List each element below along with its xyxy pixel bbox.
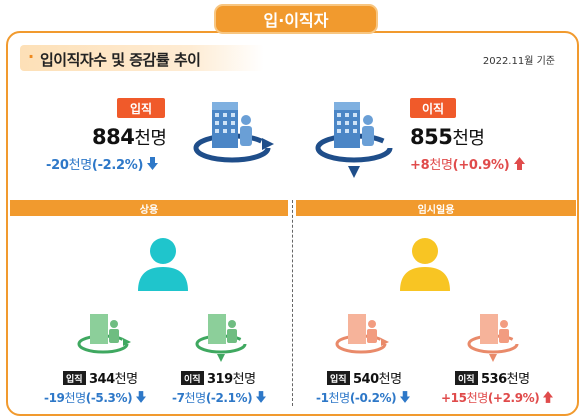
date-note: 2022.11월 기준 [482,56,555,67]
building-worker-hire-icon [193,102,274,163]
total-sep-unit: 천명 [452,128,485,149]
temp-section-bar: 임시일용 [296,200,576,216]
total-sep-change-value: +8 [410,158,430,173]
temp-hire-badge: 입직 [327,371,350,385]
regular-hire-badge: 입직 [63,371,86,385]
temp-sep-badge: 이직 [455,371,478,385]
down-arrow-icon [135,391,146,403]
temp-sep-change-value: +15 [441,391,467,405]
regular-person-icon [138,238,188,291]
total-sep-badge: 이직 [410,98,456,118]
up-arrow-icon [513,157,525,170]
temp-hire-unit: 천명 [378,372,402,387]
regular-sep-badge: 이직 [181,371,204,385]
regular-sep-pct: (-2.1%) [205,391,253,405]
total-sep-number: 855천명 [410,124,485,150]
total-sep-pct: (+0.9%) [452,158,510,173]
building-worker-sep-icon [315,102,393,178]
regular-hire-unit: 천명 [114,372,138,387]
regular-hire-building-icon [77,314,131,354]
temp-sep-building-icon [467,314,519,362]
header-tab: 입·이직자 [214,4,378,34]
temp-sep-change-unit: 천명 [466,391,489,405]
regular-hire-value: 344 [89,372,115,387]
regular-sep-unit: 천명 [232,372,256,387]
section-divider [292,200,293,406]
total-hire-badge: 입직 [117,98,165,118]
up-arrow-icon [543,391,554,403]
regular-section-bar: 상용 [10,200,288,216]
total-hire-number: 884천명 [92,124,167,150]
temp-hire-change-unit: 천명 [328,391,351,405]
down-arrow-icon [256,391,267,403]
regular-hire-change: -19천명(-5.3%) [44,389,146,406]
total-hire-value: 884 [92,125,135,149]
temp-hire-change-value: -1 [316,391,329,405]
regular-sep-change-value: -7 [172,391,185,405]
regular-sep-change-unit: 천명 [184,391,207,405]
total-hire-change: -20천명(-2.2%) [46,154,159,173]
regular-sep-number: 319천명 [207,368,256,387]
total-hire-unit: 천명 [134,128,167,149]
temp-hire-change: -1천명(-0.2%) [316,389,411,406]
temp-person-icon [400,238,450,291]
down-arrow-icon [400,391,411,403]
bullet-dot: · [28,47,35,66]
section-title-bar [20,45,264,71]
temp-hire-number: 540천명 [353,368,402,387]
regular-hire-number: 344천명 [89,368,138,387]
regular-sep-value: 319 [207,372,233,387]
total-sep-value: 855 [410,125,453,149]
total-hire-pct: (-2.2%) [91,158,144,173]
regular-hire-change-value: -19 [44,391,65,405]
temp-sep-pct: (+2.9%) [487,391,540,405]
temp-sep-number: 536천명 [481,368,530,387]
temp-sep-change: +15천명(+2.9%) [441,389,554,406]
total-sep-change-unit: 천명 [429,158,453,173]
regular-sep-building-icon [195,314,247,362]
down-arrow-icon [147,157,159,170]
temp-sep-unit: 천명 [506,372,530,387]
regular-hire-change-unit: 천명 [64,391,86,405]
section-title: 입이직자수 및 증감률 추이 [40,51,201,69]
regular-hire-pct: (-5.3%) [85,391,133,405]
total-sep-change: +8천명(+0.9%) [410,154,525,173]
regular-sep-change: -7천명(-2.1%) [172,389,267,406]
temp-hire-pct: (-0.2%) [349,391,397,405]
total-hire-change-unit: 천명 [68,158,93,173]
temp-hire-value: 540 [353,372,379,387]
total-hire-change-value: -20 [46,158,69,173]
temp-sep-value: 536 [481,372,507,387]
temp-hire-building-icon [335,314,389,354]
